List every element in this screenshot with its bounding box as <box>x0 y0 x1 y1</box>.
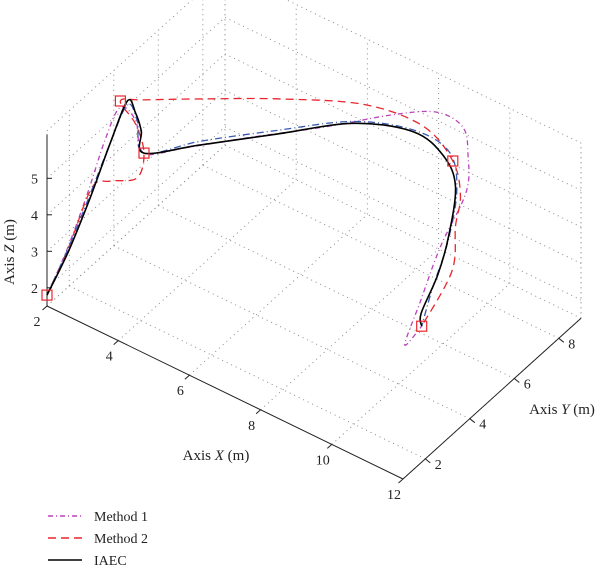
y-tick-mark <box>558 337 565 343</box>
x-tick-mark <box>184 374 190 380</box>
waypoint-marker <box>447 155 459 167</box>
y-tick-label: 8 <box>568 337 575 352</box>
z-tick-label: 5 <box>31 172 38 187</box>
waypoint-marker <box>416 320 428 332</box>
grid-line-x-floor <box>189 214 368 376</box>
y-tick-label: 6 <box>524 378 531 393</box>
grid-line-z-left-wall <box>46 126 226 289</box>
grid-line-y-floor <box>202 164 560 339</box>
axes: 2 4 6 8 10 12 2 4 6 8 2 3 4 5 Axis X (m) Axis Y (m)… <box>2 134 595 503</box>
box-edge <box>285 0 582 144</box>
x-tick-mark <box>255 409 261 415</box>
z-axis-label: Axis Z (m) <box>2 219 18 285</box>
y-tick-mark <box>513 378 520 383</box>
grid-line-y-floor <box>158 205 515 379</box>
x-tick-label: 10 <box>316 453 330 468</box>
x-axis-label: Axis X (m) <box>183 448 250 464</box>
grid-line-z-back-wall <box>224 16 582 191</box>
box-edge <box>224 144 582 319</box>
grid-line-y-floor <box>113 245 471 420</box>
series-line-method-2 <box>46 97 462 327</box>
z-tick-label: 2 <box>31 282 38 297</box>
x-tick-label: 4 <box>106 350 113 365</box>
box-edge <box>46 144 226 307</box>
x-tick-mark <box>326 444 333 449</box>
waypoint-marker <box>138 147 150 159</box>
z-axis-ticks: 2 3 4 5 <box>31 172 52 297</box>
y-tick-mark <box>469 418 476 424</box>
series-line-iaec <box>46 98 457 327</box>
y-axis-line <box>402 317 582 480</box>
y-tick-mark <box>424 458 431 464</box>
legend-label: Method 1 <box>94 510 148 525</box>
x-tick-label: 6 <box>177 384 184 399</box>
legend-label: IAEC <box>94 554 127 569</box>
y-tick-label: 4 <box>479 418 486 433</box>
waypoint-marker <box>114 95 127 107</box>
y-tick-label: 2 <box>435 458 442 473</box>
grid-line-z-back-wall <box>224 89 582 264</box>
grid-line-z-back-wall <box>224 126 582 301</box>
x-axis-ticks: 2 4 6 8 10 12 <box>34 305 404 503</box>
x-tick-mark <box>113 340 119 345</box>
z-tick-label: 3 <box>31 245 38 260</box>
x-tick-label: 8 <box>248 419 255 434</box>
x-axis-line <box>46 305 404 480</box>
x-tick-label: 12 <box>387 488 401 503</box>
y-axis-ticks: 2 4 6 8 <box>424 337 575 473</box>
grid <box>46 0 582 480</box>
waypoint-markers <box>41 95 459 332</box>
grid-line-y-floor <box>69 285 426 460</box>
x-tick-mark <box>398 478 404 484</box>
legend-label: Method 2 <box>94 532 148 547</box>
grid-line-x-floor <box>260 248 439 411</box>
grid-line-z-left-wall <box>46 17 226 179</box>
box-edge <box>46 0 193 132</box>
grid-line-z-left-wall <box>46 53 226 216</box>
legend: Method 1 Method 2 IAEC <box>48 510 148 569</box>
x-tick-mark <box>42 305 48 311</box>
y-axis-label: Axis Y (m) <box>529 402 595 418</box>
x-tick-label: 2 <box>34 315 41 330</box>
waypoint-marker <box>41 289 53 301</box>
z-tick-label: 4 <box>31 209 38 224</box>
series-lines <box>46 97 470 346</box>
grid-line-x-floor <box>117 179 297 341</box>
grid-line-z-back-wall <box>224 53 582 228</box>
